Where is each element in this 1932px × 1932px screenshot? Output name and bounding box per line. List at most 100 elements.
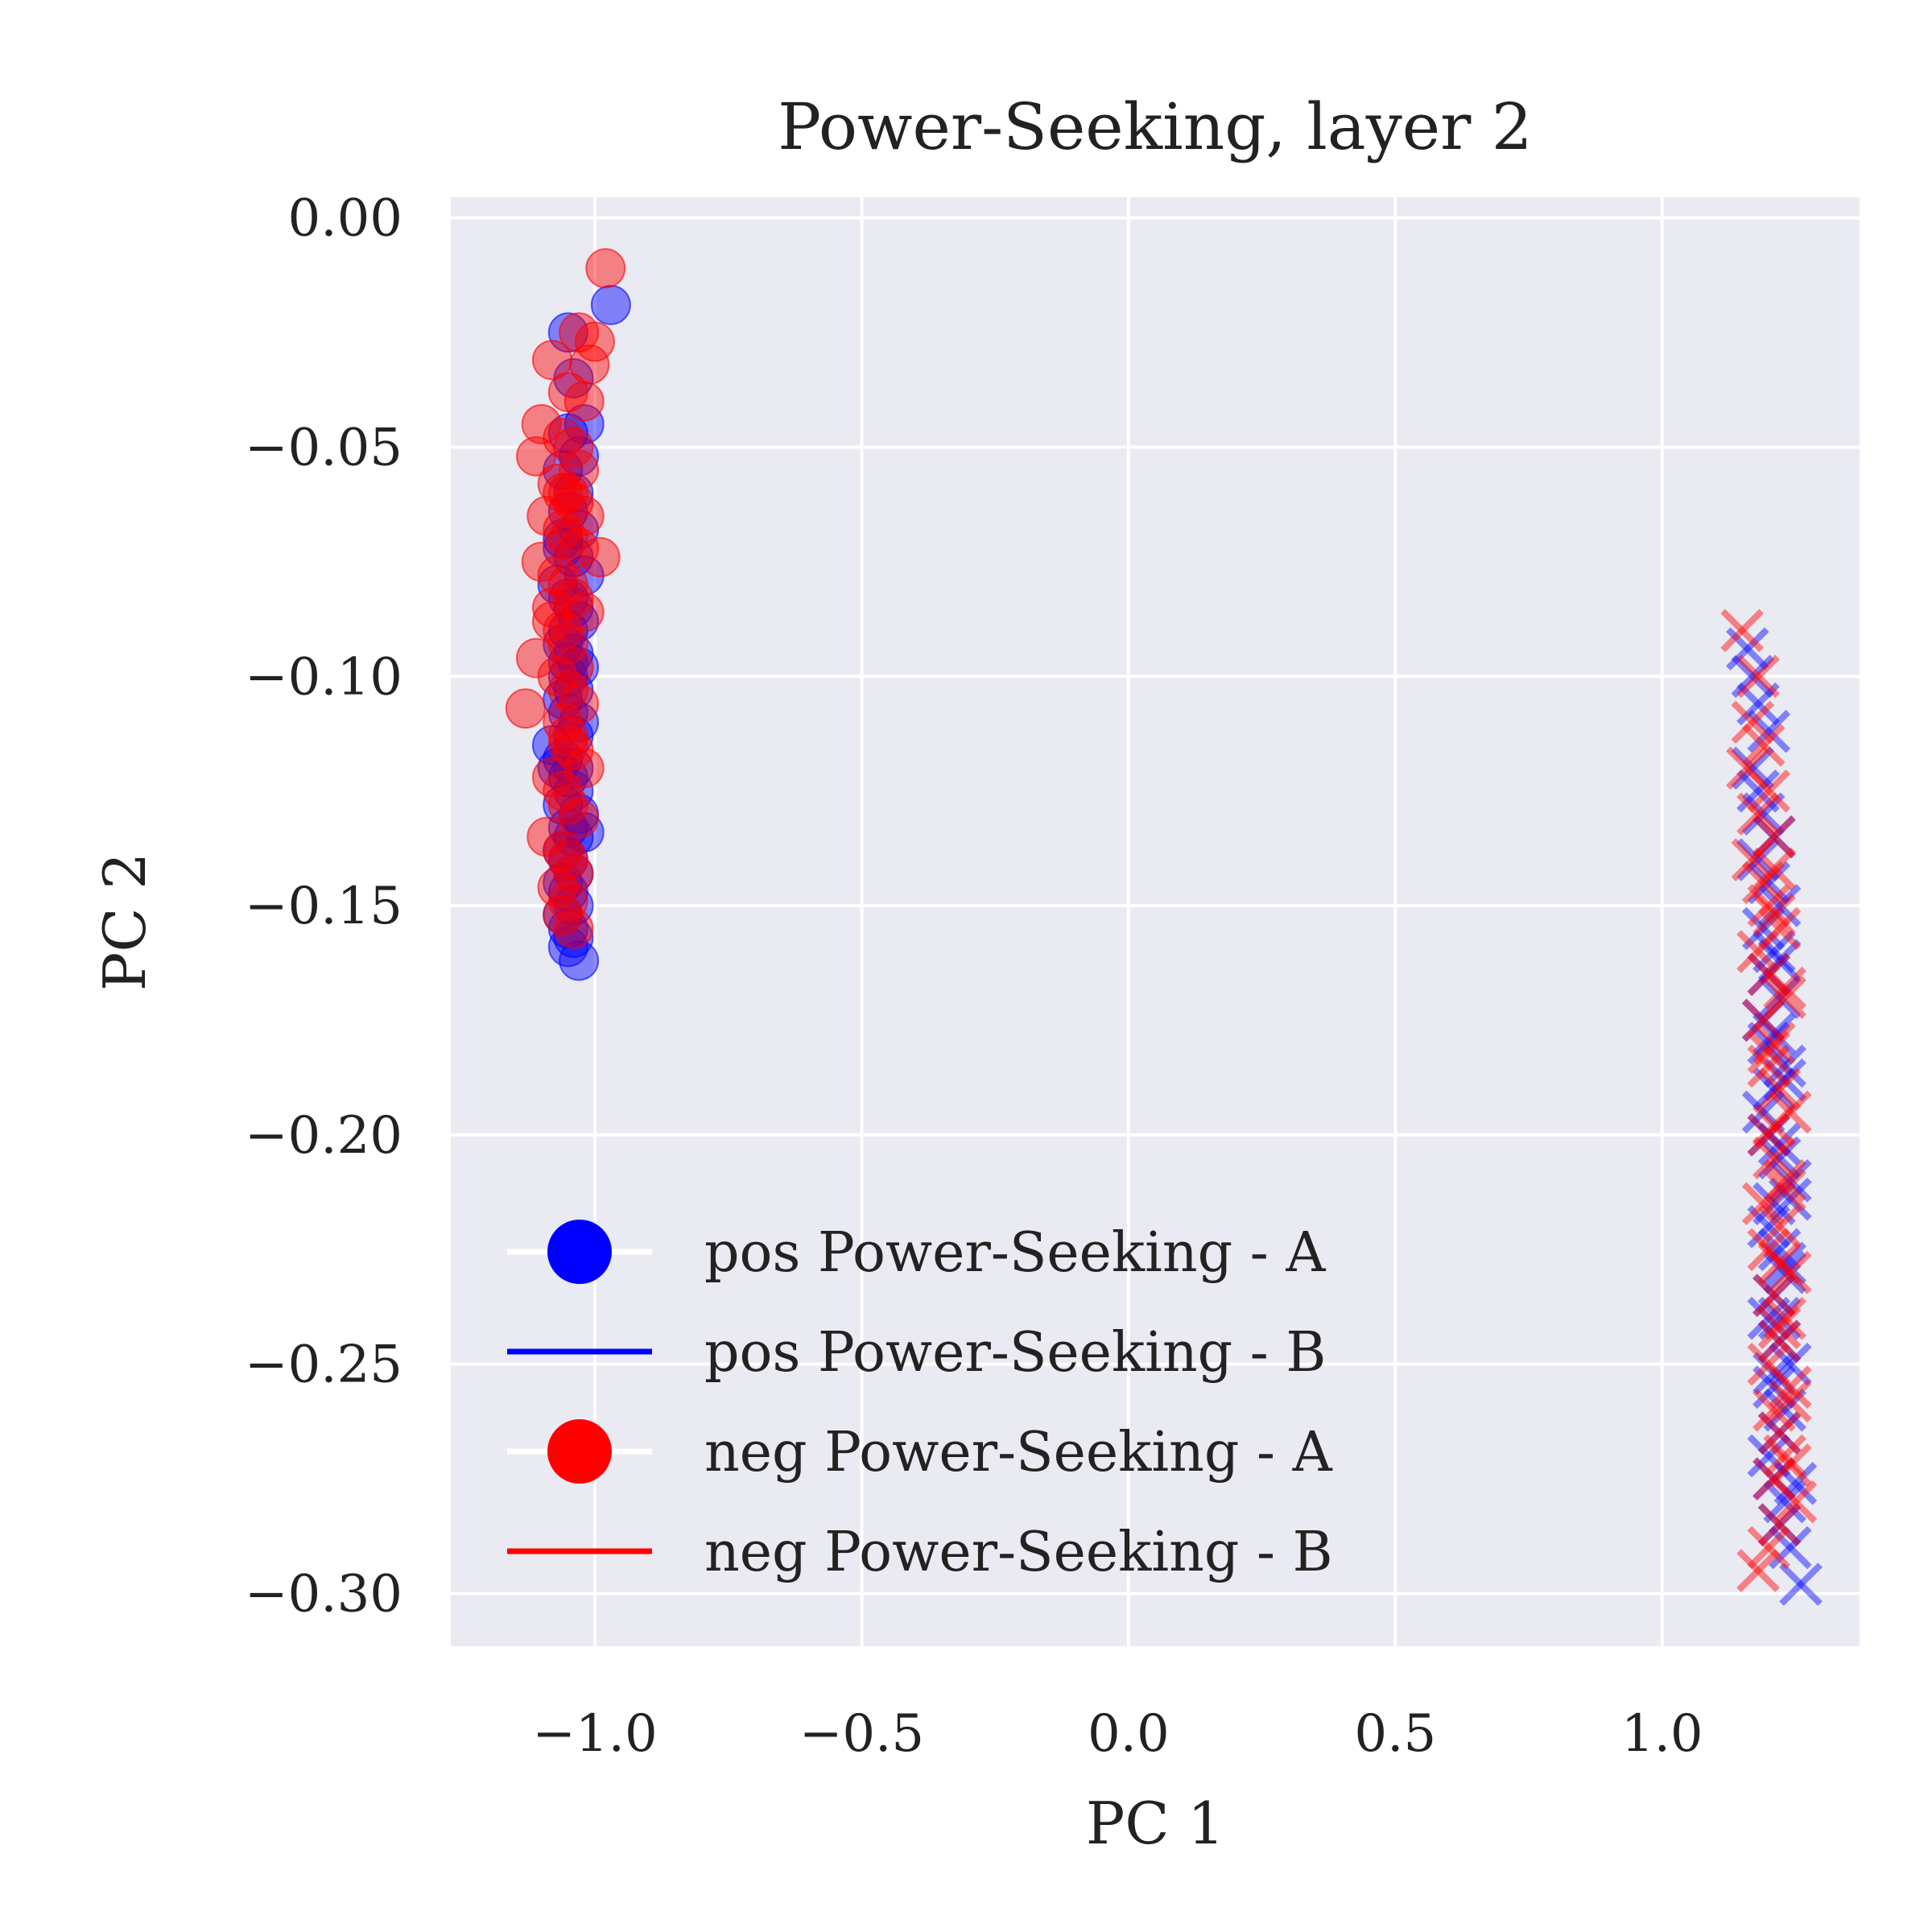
data-point [1763,1168,1807,1212]
data-point [1747,1296,1791,1340]
data-point [564,592,605,633]
legend-item: pos Power-Seeking - A [507,1220,1326,1285]
data-point [1747,1525,1791,1570]
data-point [1757,1241,1802,1286]
data-point [1763,976,1807,1019]
legend-label: neg Power-Seeking - B [704,1521,1333,1584]
data-point [1752,1136,1796,1180]
plot-background [451,197,1860,1646]
data-point [1768,1379,1812,1423]
legend-item: pos Power-Seeking - B [507,1321,1326,1385]
data-point [1752,1457,1796,1501]
data-point [1747,1113,1791,1157]
data-point [1741,998,1785,1042]
data-point [1763,1250,1807,1294]
legend-label: pos Power-Seeking - B [704,1321,1326,1385]
data-point [547,784,588,825]
series-2 [1725,627,1823,1606]
x-tick-label: 0.0 [1088,1704,1170,1764]
data-point [590,284,631,325]
data-point [547,642,588,683]
data-point [1752,1182,1796,1226]
data-point [1736,930,1780,973]
data-point [505,688,546,729]
data-point [1779,1563,1823,1606]
legend-label: pos Power-Seeking - A [704,1221,1326,1285]
data-point [564,495,605,536]
legend-label: neg Power-Seeking - A [704,1421,1333,1484]
data-point [1752,847,1796,891]
x-tick-label: −0.5 [799,1704,924,1764]
x-tick-label: −1.0 [532,1704,657,1764]
data-point [1752,1067,1796,1111]
data-point [1731,838,1775,881]
data-point [1736,838,1780,881]
data-point [1757,1122,1802,1166]
data-point [1763,1480,1807,1524]
x-tick-label: 0.5 [1354,1704,1436,1764]
data-point [553,578,594,619]
data-point [559,527,600,568]
data-point [1731,654,1775,699]
series-3 [505,248,626,949]
data-point [1741,906,1785,951]
chart-title: Power-Seeking, layer 2 [778,89,1532,164]
data-point [1768,1525,1812,1570]
data-point [1757,1503,1802,1546]
data-point [1747,884,1791,927]
data-point [1747,1113,1791,1157]
data-point [580,537,621,578]
data-point [1763,1044,1807,1088]
legend-swatch-marker [547,1419,612,1484]
data-point [1741,861,1785,905]
data-point [1757,1136,1802,1180]
data-point [1736,682,1780,726]
legend-item: neg Power-Seeking - A [507,1419,1333,1484]
data-point [559,312,600,353]
data-point [1720,609,1764,653]
data-point [1768,1159,1812,1203]
data-point [1747,952,1791,997]
data-point [537,656,578,697]
data-point [1752,1352,1796,1395]
data-point [1752,1388,1796,1432]
data-point [1731,700,1775,745]
data-point [1773,1480,1818,1524]
data-point [564,381,605,422]
data-point [553,729,594,770]
data-point [526,495,568,536]
data-point [1747,709,1791,753]
data-point [1741,792,1785,836]
data-point [1736,769,1780,813]
data-point [1757,1067,1802,1111]
data-point [1736,792,1780,836]
y-tick-label: −0.25 [245,1335,402,1395]
data-point [1752,815,1796,859]
data-point [1768,1177,1812,1221]
data-point [1747,1044,1791,1088]
data-point [1752,1274,1796,1318]
data-point [531,340,572,381]
data-point [1757,1411,1802,1455]
data-point [559,798,600,839]
data-point [1752,1365,1796,1409]
data-point [1757,1319,1802,1364]
y-tick-label: −0.05 [245,418,402,477]
data-point [1752,1104,1796,1148]
x-axis-label: PC 1 [1086,1790,1224,1857]
data-point [547,670,588,711]
data-point [1757,906,1802,951]
y-tick-label: 0.00 [288,189,403,249]
data-point [1757,1503,1802,1546]
tick-labels: −1.0 −0.5 0.0 0.5 1.0 0.00 −0.05 −0.10 −0.15 −0.2… [245,189,1703,1764]
data-point [1763,1058,1807,1102]
data-point [1725,627,1769,671]
data-point [1747,1228,1791,1272]
data-point [559,940,600,981]
data-marks [505,248,1823,1606]
data-point [521,403,562,444]
y-tick-label: −0.10 [245,647,402,707]
y-axis-label: PC 2 [91,852,159,991]
data-point [1757,1306,1802,1349]
data-point [1752,1457,1796,1501]
